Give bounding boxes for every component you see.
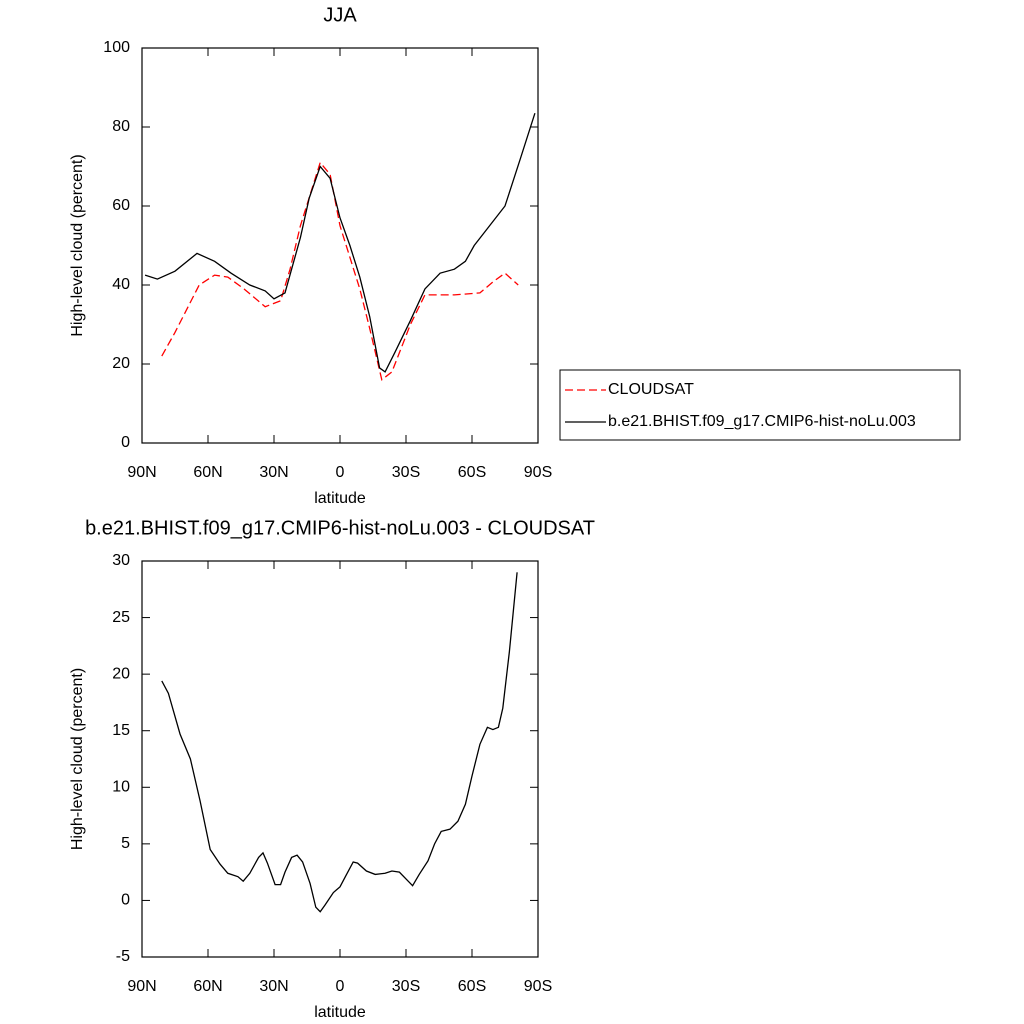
x-tick-label: 60S [458,978,486,995]
x-tick-label: 90S [524,978,552,995]
y-tick-label: 80 [112,118,130,135]
x-tick-label: 60N [193,464,222,481]
data-line [161,161,519,381]
y-tick-label: -5 [116,948,130,965]
y-tick-label: 0 [121,892,130,909]
data-line [144,112,536,373]
y-tick-label: 25 [112,609,130,626]
x-axis-label: latitude [314,490,366,507]
y-tick-label: 40 [112,276,130,293]
x-tick-label: 30S [392,464,420,481]
x-tick-label: 60S [458,464,486,481]
x-tick-label: 0 [336,978,345,995]
plot-frame [141,560,539,958]
x-tick-label: 30N [259,464,288,481]
x-axis-label: latitude [314,1004,366,1021]
y-tick-label: 20 [112,355,130,372]
y-tick-label: 5 [121,835,130,852]
x-tick-label: 90N [127,464,156,481]
y-tick-label: 100 [103,39,130,56]
chart-title: JJA [323,4,357,26]
y-tick-label: 60 [112,197,130,214]
y-tick-label: 30 [112,552,130,569]
x-tick-label: 30S [392,978,420,995]
chart-title: b.e21.BHIST.f09_g17.CMIP6-hist-noLu.003 … [85,517,595,539]
y-tick-label: 0 [121,434,130,451]
y-axis-label: High-level cloud (percent) [69,668,86,850]
y-axis-label: High-level cloud (percent) [69,154,86,336]
x-tick-label: 90S [524,464,552,481]
y-tick-label: 10 [112,779,130,796]
legend-label: CLOUDSAT [608,381,694,398]
plot-frame [141,47,539,444]
x-tick-label: 0 [336,464,345,481]
legend-box [559,369,961,441]
x-tick-label: 60N [193,978,222,995]
x-tick-label: 30N [259,978,288,995]
y-tick-label: 15 [112,722,130,739]
x-tick-label: 90N [127,978,156,995]
y-tick-label: 20 [112,665,130,682]
legend-label: b.e21.BHIST.f09_g17.CMIP6-hist-noLu.003 [608,413,916,430]
data-line [161,572,518,913]
